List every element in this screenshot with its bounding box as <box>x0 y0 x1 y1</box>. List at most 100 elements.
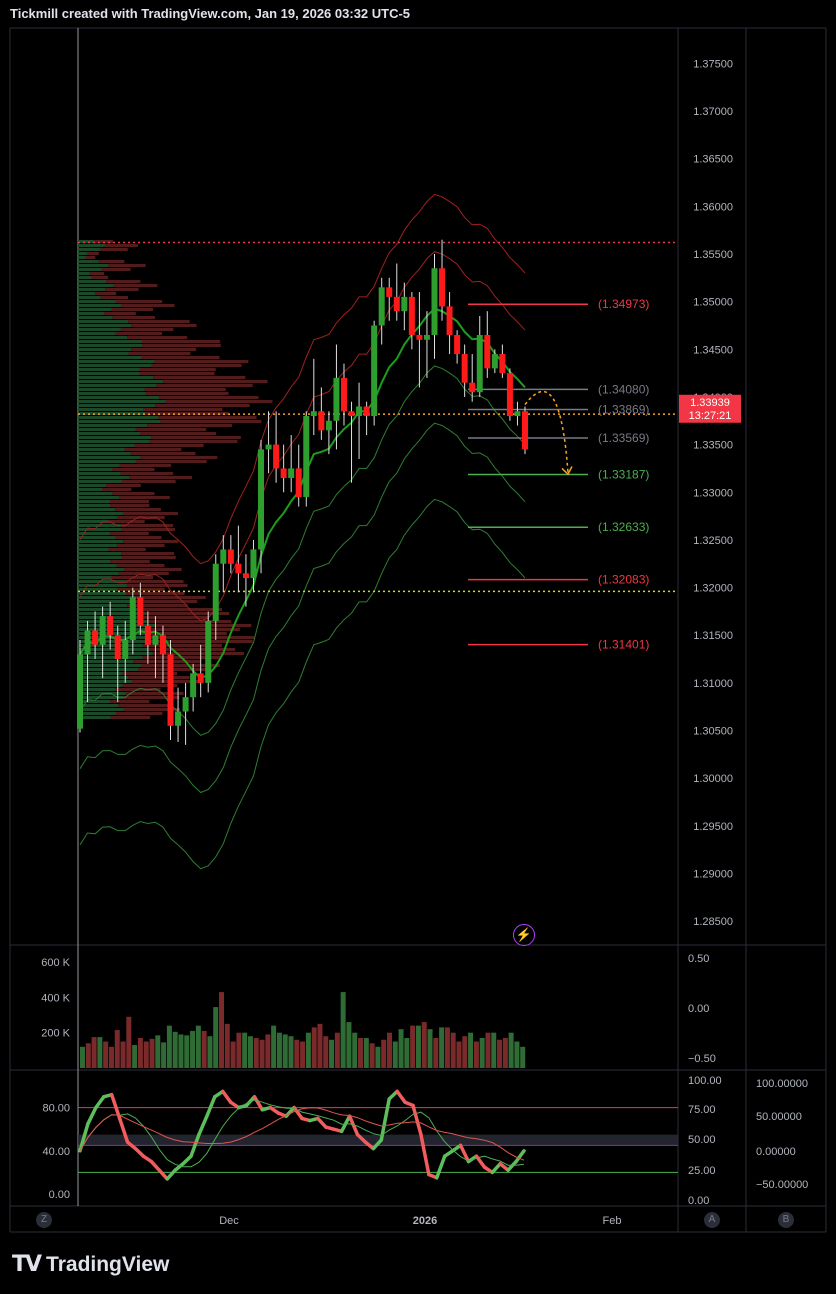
profile-bar-red <box>135 596 206 599</box>
osc-left-axis-label: 80.00 <box>42 1103 70 1115</box>
profile-bar-green <box>78 568 125 571</box>
volume-bar-down <box>259 1039 265 1068</box>
level-label: (1.33187) <box>598 467 649 481</box>
profile-bar-red <box>123 540 179 543</box>
volume-bar-down <box>497 1039 503 1068</box>
volume-bar-up <box>207 1036 213 1068</box>
profile-bar-red <box>109 532 149 535</box>
profile-bar-red <box>110 700 150 703</box>
profile-bar-red <box>101 268 131 271</box>
profile-bar-red <box>131 600 198 603</box>
profile-bar-green <box>78 332 116 335</box>
profile-bar-red <box>141 340 221 343</box>
profile-bar-red <box>131 324 197 327</box>
profile-bar-red <box>115 712 163 715</box>
profile-bar-red <box>116 564 165 567</box>
price-tick-label: 1.36000 <box>693 201 733 213</box>
tradingview-logo[interactable]: TV TradingView <box>12 1252 169 1277</box>
profile-bar-red <box>121 552 175 555</box>
profile-bar-green <box>78 252 88 255</box>
osc-main-segment <box>316 1116 328 1129</box>
volume-bar-up <box>195 1025 201 1068</box>
volume-bar-up <box>392 1041 398 1068</box>
osc-right-axis-label: −50.00000 <box>756 1179 808 1191</box>
zoom-button[interactable]: Z <box>36 1212 52 1228</box>
osc-main-segment <box>514 1149 526 1164</box>
profile-bar-red <box>113 284 158 287</box>
volume-bar-up <box>468 1032 474 1068</box>
profile-bar-green <box>78 272 90 275</box>
volume-bar-up <box>375 1046 381 1068</box>
tradingview-logo-mark: TV <box>12 1252 42 1277</box>
profile-bar-green <box>78 600 132 603</box>
profile-bar-green <box>78 444 135 447</box>
profile-bar-red <box>115 332 162 335</box>
profile-bar-green <box>78 240 94 243</box>
profile-bar-green <box>78 244 105 247</box>
price-tick-label: 1.32000 <box>693 583 733 595</box>
osc-main-segment <box>506 1159 518 1172</box>
candle-up <box>258 449 265 550</box>
osc-signal-line <box>79 1099 525 1168</box>
osc-main-segment <box>181 1154 193 1166</box>
profile-bar-red <box>138 668 212 671</box>
profile-bar-green <box>78 580 126 583</box>
profile-bar-green <box>78 672 123 675</box>
profile-bar-green <box>78 592 126 595</box>
oscillator-pane: 80.00 40.00 0.00 100.00 75.00 50.00 25.00 0.00 1… <box>42 1075 808 1207</box>
candle-up <box>356 406 363 417</box>
profile-bar-green <box>78 284 114 287</box>
b-button[interactable]: B <box>778 1212 794 1228</box>
volume-bar-up <box>352 1032 358 1068</box>
osc-main-segment <box>197 1114 209 1137</box>
candle-down <box>416 335 423 340</box>
profile-bar-red <box>130 452 196 455</box>
volume-bar-up <box>415 1025 421 1068</box>
volume-axis-label: 600 K <box>41 957 70 969</box>
profile-bar-red <box>151 364 242 367</box>
osc-main-segment <box>411 1103 423 1137</box>
profile-bar-red <box>87 252 99 255</box>
candle-down <box>235 563 242 574</box>
profile-bar-red <box>117 516 165 519</box>
profile-bar-green <box>78 492 113 495</box>
candle-down <box>227 549 234 564</box>
profile-bar-red <box>129 476 192 479</box>
volume-bar-up <box>172 1031 178 1068</box>
tradingview-logo-text: TradingView <box>46 1252 170 1276</box>
volume-axis-label: 400 K <box>41 992 70 1004</box>
profile-bar-red <box>109 500 150 503</box>
volume-bar-up <box>97 1037 103 1068</box>
volume-bar-down <box>381 1039 387 1068</box>
profile-bar-green <box>78 448 125 451</box>
price-tick-label: 1.37000 <box>693 106 733 118</box>
profile-bar-green <box>78 288 106 291</box>
profile-bar-green <box>78 428 136 431</box>
profile-bar-green <box>78 560 111 563</box>
profile-bar-red <box>108 264 146 267</box>
candle-down <box>107 616 114 636</box>
profile-bar-red <box>118 704 168 707</box>
volume-bar-up <box>288 1036 294 1068</box>
profile-bar-red <box>143 408 223 411</box>
profile-bar-green <box>78 348 132 351</box>
candle-up <box>378 287 385 326</box>
price-tick-label: 1.29000 <box>693 869 733 881</box>
lightning-icon[interactable]: ⚡ <box>513 924 535 946</box>
profile-bar-red <box>158 416 257 419</box>
volume-pane: 600 K 400 K 200 K 0.50 0.00 −0.50 <box>41 953 716 1068</box>
volume-bar-up <box>213 1007 219 1068</box>
profile-bar-red <box>145 392 229 395</box>
level-label: (1.33869) <box>598 402 649 416</box>
osc-main-segment <box>149 1159 162 1172</box>
candle-down <box>439 268 446 307</box>
profile-bar-red <box>123 708 181 711</box>
price-tick-label: 1.30000 <box>693 773 733 785</box>
profile-bar-red <box>100 296 128 299</box>
profile-bar-red <box>146 620 232 623</box>
profile-bar-red <box>131 348 197 351</box>
auto-scale-button[interactable]: A <box>704 1212 720 1228</box>
osc-main-segment <box>435 1154 447 1180</box>
profile-bar-green <box>78 688 116 691</box>
